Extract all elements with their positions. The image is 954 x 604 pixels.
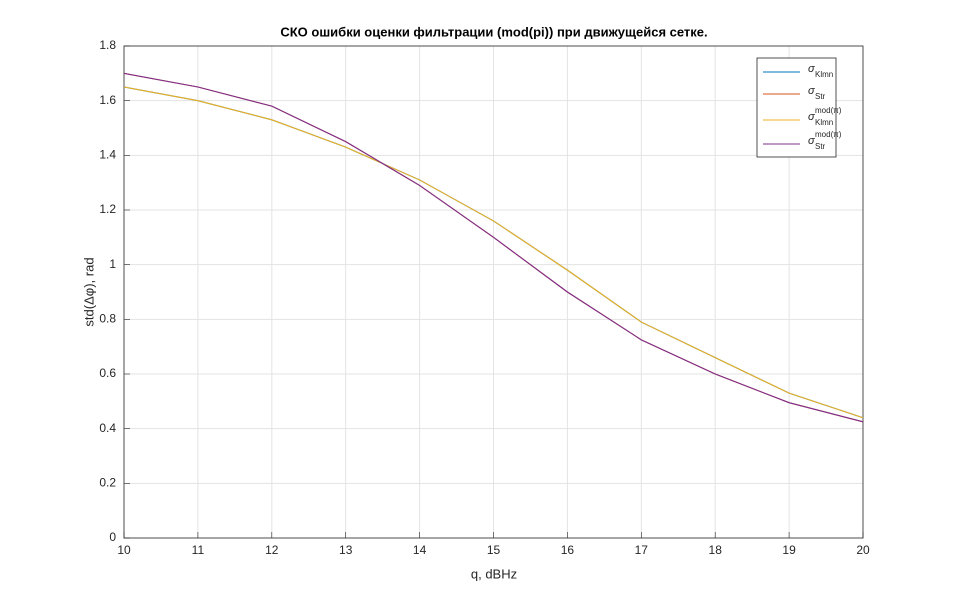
x-tick-label: 10: [117, 543, 131, 557]
y-tick-label: 1.2: [99, 202, 116, 216]
y-tick-label: 0: [109, 530, 116, 544]
y-axis-label: std(Δφ), rad: [81, 257, 96, 326]
x-tick-label: 12: [265, 543, 279, 557]
x-tick-label: 16: [561, 543, 575, 557]
series-line: [123, 86, 864, 419]
y-tick-label: 1.8: [99, 38, 116, 52]
x-tick-label: 13: [339, 543, 353, 557]
y-tick-label: 1.4: [99, 148, 116, 162]
legend-subscript: Klmn: [815, 70, 833, 79]
legend-subscript: Str: [815, 142, 826, 151]
axes-box: [123, 45, 864, 539]
legend-label: σ: [808, 85, 815, 97]
legend-superscript: mod(π): [815, 130, 842, 139]
legend-subscript: Klmn: [815, 118, 833, 127]
y-tick-label: 1: [109, 257, 116, 271]
legend-label: σ: [808, 135, 815, 147]
legend-box: [756, 57, 837, 158]
y-tick-label: 0.8: [99, 312, 116, 326]
y-tick-label: 0.4: [99, 421, 116, 435]
legend-subscript: Str: [815, 92, 826, 101]
x-tick-label: 20: [856, 543, 870, 557]
chart-title: СКО ошибки оценки фильтрации (mod(pi)) п…: [280, 24, 707, 39]
x-tick-label: 15: [487, 543, 501, 557]
y-tick-label: 1.6: [99, 93, 116, 107]
series-line: [123, 72, 864, 423]
legend-label: σ: [808, 63, 815, 75]
x-tick-label: 17: [635, 543, 649, 557]
x-tick-label: 19: [782, 543, 796, 557]
legend-label: σ: [808, 111, 815, 123]
y-tick-label: 0.6: [99, 366, 116, 380]
x-tick-label: 11: [192, 543, 205, 557]
x-tick-label: 14: [413, 543, 427, 557]
x-axis-label: q, dBHz: [471, 566, 517, 581]
y-tick-label: 0.2: [99, 476, 116, 490]
legend-superscript: mod(π): [815, 106, 842, 115]
x-tick-label: 18: [709, 543, 723, 557]
